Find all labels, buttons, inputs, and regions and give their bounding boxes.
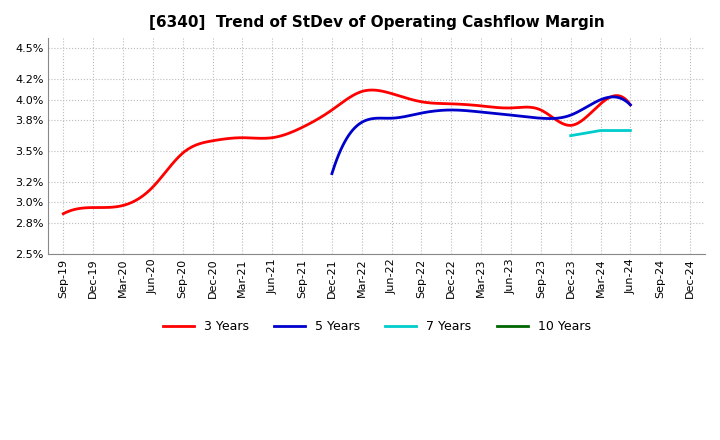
3 Years	[59, 211, 68, 216]
5 Years	[626, 102, 635, 107]
3 Years	[397, 94, 405, 99]
Line: 3 Years: 3 Years	[63, 90, 631, 214]
Legend: 3 Years, 5 Years, 7 Years, 10 Years: 3 Years, 5 Years, 7 Years, 10 Years	[158, 315, 596, 338]
5 Years	[579, 106, 588, 111]
3 Years	[575, 120, 583, 125]
Line: 5 Years: 5 Years	[332, 97, 631, 174]
5 Years	[504, 112, 513, 117]
3 Years	[398, 94, 407, 99]
7 Years	[596, 128, 605, 133]
5 Years	[510, 113, 519, 118]
5 Years	[328, 171, 336, 176]
5 Years	[598, 96, 607, 102]
5 Years	[609, 94, 618, 99]
3 Years	[539, 109, 547, 114]
7 Years	[567, 133, 575, 138]
3 Years	[626, 102, 635, 107]
5 Years	[505, 112, 514, 117]
3 Years	[61, 210, 70, 216]
Line: 7 Years: 7 Years	[571, 131, 631, 136]
3 Years	[368, 88, 377, 93]
3 Years	[408, 97, 417, 103]
7 Years	[626, 128, 635, 133]
5 Years	[328, 168, 337, 173]
Title: [6340]  Trend of StDev of Operating Cashflow Margin: [6340] Trend of StDev of Operating Cashf…	[149, 15, 605, 30]
